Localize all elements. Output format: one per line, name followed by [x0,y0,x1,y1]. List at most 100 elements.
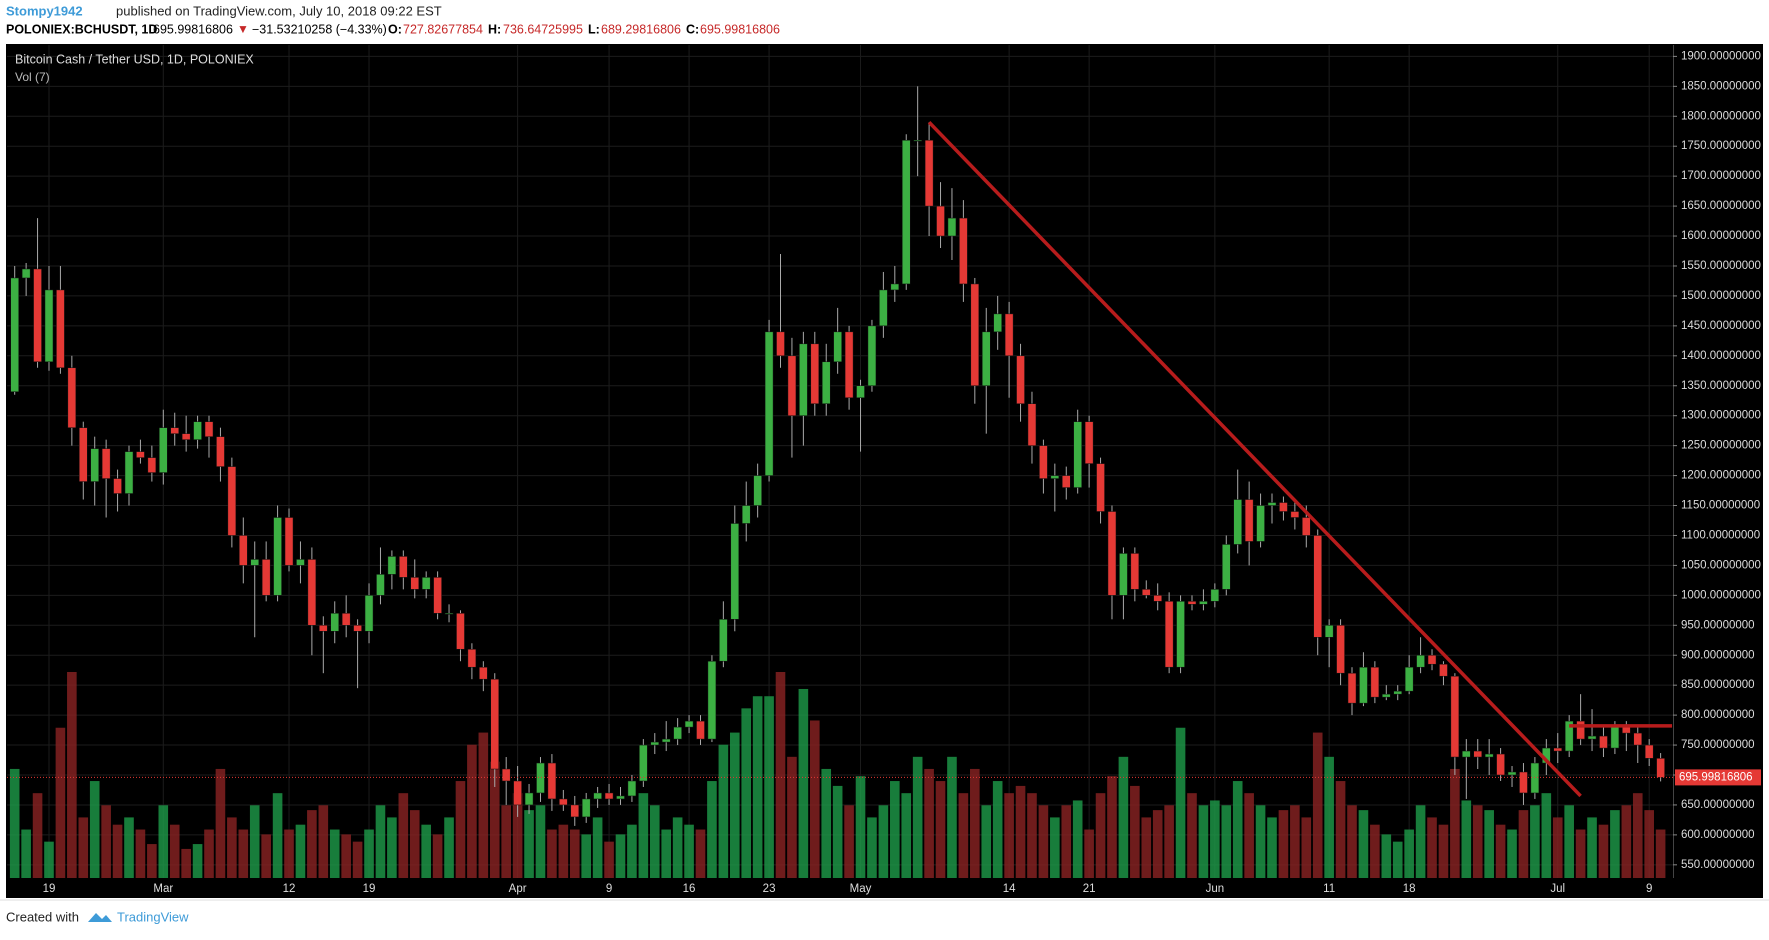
volume-bar [798,688,809,878]
candle-body [284,517,294,566]
volume-bar [649,805,660,878]
candle-body [296,559,305,566]
candle-body [250,559,259,566]
candle-body [1256,505,1265,542]
volume-bar [227,817,237,878]
candle-body [719,619,728,662]
candle-body [181,433,191,440]
candle-body [170,427,179,434]
axis-divider [1673,45,1674,878]
candle-body [307,559,317,626]
volume-bar [1632,793,1643,878]
volume-bar [1598,824,1609,878]
candle-body [421,577,431,590]
candle-body [1416,654,1425,668]
candle-body [1519,771,1528,794]
volume-bar [1438,824,1449,878]
x-tick-label: Jul [1550,883,1565,895]
volume-bar [947,756,957,878]
candle-body [79,427,88,482]
candle-body [216,436,225,467]
candle-body [1553,747,1563,752]
candle-body [879,289,888,327]
volume-bar [764,696,774,878]
candle-body [787,355,797,416]
volume-bar [1552,817,1563,878]
candle-body [1462,750,1471,758]
y-tick-label: 950.00000000 [1681,619,1755,631]
volume-bar [1084,829,1094,878]
candle-body [193,421,202,440]
volume-bar [1507,829,1517,878]
y-tick-label: 1750.00000000 [1681,140,1761,152]
volume-bar [638,793,649,878]
volume-bar [878,805,889,878]
volume-bar [1655,829,1666,878]
y-tick-label: 1300.00000000 [1681,410,1761,422]
x-tick-label: 9 [606,883,612,895]
candle-body [661,738,671,743]
candle-body [467,648,477,668]
volume-bar [1210,800,1220,878]
candle-body [147,457,157,473]
y-tick-label: 1850.00000000 [1681,80,1761,92]
plot: 550.00000000600.00000000650.00000000700.… [7,45,1761,895]
candle-body [1484,753,1494,758]
volume-bar [272,793,283,878]
volume-bar [752,696,763,878]
candle-body [101,448,111,479]
volume-bar [147,844,157,878]
candle-body [993,313,1002,333]
volume-bar [1312,732,1323,878]
volume-bar [78,817,89,878]
candle-body [947,217,957,237]
volume-bar [1335,781,1346,878]
candle-body [1382,693,1391,698]
candle-body [319,625,328,632]
volume-bar [569,829,580,878]
candle-body [1244,499,1254,542]
candle-body [639,744,648,782]
candle-body [490,678,500,770]
volume-bar [1038,805,1049,878]
author[interactable]: Stompy1942 [6,3,83,18]
y-tick-label: 1600.00000000 [1681,230,1761,242]
volume-bar [444,817,454,878]
y-tick-label: 1100.00000000 [1681,529,1760,541]
volume-bar [1130,785,1140,878]
candle-body [239,535,248,566]
y-tick-label: 1650.00000000 [1681,200,1761,212]
candle-body [1073,421,1082,488]
volume-bar [238,829,249,878]
volume-bar [1141,817,1152,878]
volume-bar [9,768,20,878]
volume-bar [832,785,843,878]
volume-bar [1095,793,1106,878]
candle-body [753,475,762,506]
volume-bar [1187,793,1197,878]
candle-body [547,762,557,800]
candle-body [136,451,145,458]
volume-bar [181,848,191,878]
candle-body [581,798,591,818]
trend-line [927,121,1582,798]
volume-bar [1118,756,1129,878]
volume-bar [204,829,214,878]
volume-bar [535,805,546,878]
volume-bar [924,768,934,878]
volume-bar [55,727,66,878]
volume-bar [1267,817,1277,878]
volume-bar [398,793,409,878]
x-tick-label: 21 [1083,883,1096,895]
close-value: 695.99816806 [700,22,780,36]
volume-bar [558,824,569,878]
footer-brand[interactable]: TradingView [117,909,189,924]
x-tick-label: Jun [1206,883,1225,895]
candle-body [856,385,865,398]
volume-bar [1061,805,1072,878]
candle-body [604,792,614,800]
candle-body [410,577,420,590]
volume-bar [592,817,603,878]
x-tick-label: 23 [763,883,776,895]
volume-bar [1347,805,1357,878]
